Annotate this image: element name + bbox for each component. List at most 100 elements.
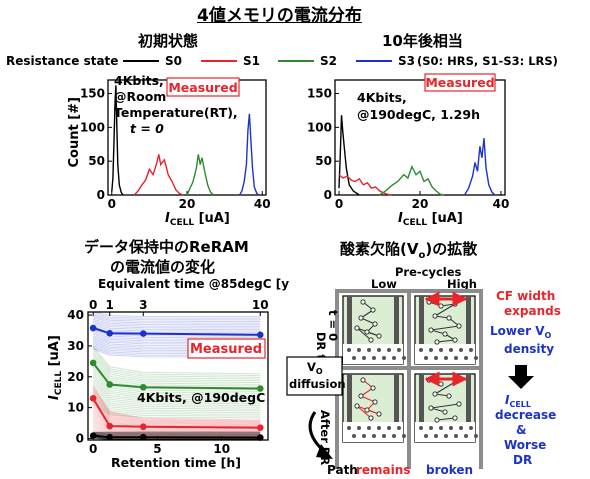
vacancy-dot [352,434,356,438]
y-axis-label-unit: [uA] [47,335,62,371]
filament-node [456,323,462,329]
cell-bottom-region [343,344,403,364]
filament-node [360,299,366,305]
cell-trace-s2 [92,404,261,419]
x-axis-label: Retention time [h] [111,455,241,470]
filament-node [376,411,382,417]
cell-electrode-left [419,296,424,344]
legend-item-s3: S3 [356,54,415,68]
measured-badge [187,338,266,359]
vacancy-dot [372,434,376,438]
vacancy-dot [459,426,463,430]
ampersand-label: & [516,423,526,437]
mean-point-s3 [256,331,264,339]
mean-point-s0 [256,434,264,441]
filament-node [452,337,458,343]
x-axis-label-unit: [uA] [427,211,463,226]
mean-point-s1 [139,423,147,431]
x-axis-label-sub: CELL [170,218,194,228]
broken-label: broken [426,463,473,477]
mean-point-s0 [89,432,97,439]
y-tick-label: 0 [324,188,332,202]
measured-badge-text: Measured [425,75,494,90]
y-tick-label: 10 [67,401,84,415]
annotation-line: 4Kbits, [114,73,164,88]
vacancy-dot [402,434,406,438]
initial-state-title: 初期状態 [138,32,199,50]
vacancy-dot [352,356,356,360]
cell-trace-s2 [92,361,261,387]
filament-link [436,417,456,421]
vacancy-dot [469,426,473,430]
vacancy-dot [382,356,386,360]
cell-trace-s2 [92,401,261,417]
mean-point-s1 [106,422,114,430]
cell-trace-s1 [92,411,261,432]
cell-trace-s3 [92,315,261,322]
filament-node [358,393,364,399]
cell-trace-s1 [92,423,261,437]
dr-label: DR [513,453,532,467]
filament-node [426,299,432,305]
cell-trace-s1 [92,419,261,435]
legend-item-s2: S2 [278,54,337,68]
cell-electrode-left [347,374,352,422]
y-tick-label: 40 [67,308,84,322]
y-tick-label: 150 [80,87,105,101]
annotation-text: 4Kbits, @190degC [137,390,265,405]
diffusion-arrow-head [316,444,333,459]
cell-trace-s2 [92,376,261,398]
dr-time-t0-label: t = 0 [326,310,340,341]
legend-label: Resistance state [6,54,119,68]
cell-trace-s2 [92,397,261,414]
vo-diffusion-diagram: Pre-cycles Low High DR time t = 0 After … [286,265,561,477]
vacancy-dot [357,348,361,352]
legend-note: (S0: HRS, S1-S3: LRS) [417,54,558,68]
vacancy-dot [474,356,478,360]
filament-node [456,401,462,407]
x-axis-label: ICELL [uA] [398,211,463,228]
page-title: 4値メモリの電流分布 [197,6,362,26]
cell-trace-s3 [92,317,261,324]
filament-node [452,301,458,307]
filament-node [370,385,376,391]
vacancy-dot [347,348,351,352]
cell-trace-s2 [92,385,261,405]
filament-node [452,415,458,421]
legend-text: S0 [165,54,182,68]
legend-text: S3 [398,54,415,68]
decrease-label: decrease [495,408,556,422]
measured-badge [166,77,240,97]
legend-text: S1 [243,54,260,68]
plot-frame [334,79,506,196]
mean-point-s0 [106,433,114,441]
cf-width-label: CF width [496,289,555,303]
vacancy-dot [449,426,453,430]
cell-low-after [342,373,406,443]
filament-node [434,417,440,423]
expands-label: expands [504,304,561,318]
cell-trace-s3 [92,318,261,326]
mean-line-s0 [93,434,261,439]
plot-frame [87,311,269,441]
vacancy-dot [387,348,391,352]
cell-trace-s3 [92,324,261,332]
cell-trace-s2 [92,387,261,406]
cell-electrode-right [466,374,471,422]
series-line-s1 [133,154,184,196]
vacancy-dot [434,434,438,438]
initial-histogram-chart: 0 20 40 0 50 100 150 ICELL [uA] Count [#] Measure… [67,73,271,228]
x2-tick-label: 0 [89,298,97,312]
x-tick-label: 0 [335,197,343,211]
vo-label: VO [307,360,323,376]
cell-high-after [414,373,478,443]
filament-node [376,333,382,339]
y-tick-label: 0 [76,431,84,445]
vacancy-dot [377,426,381,430]
cell-trace-s0 [93,433,261,436]
y-tick-label: 100 [307,120,332,134]
vacancy-dot [367,348,371,352]
pre-cycles-label: Pre-cycles [395,265,462,279]
cell-trace-s2 [92,390,261,408]
vacancy-dot [367,426,371,430]
